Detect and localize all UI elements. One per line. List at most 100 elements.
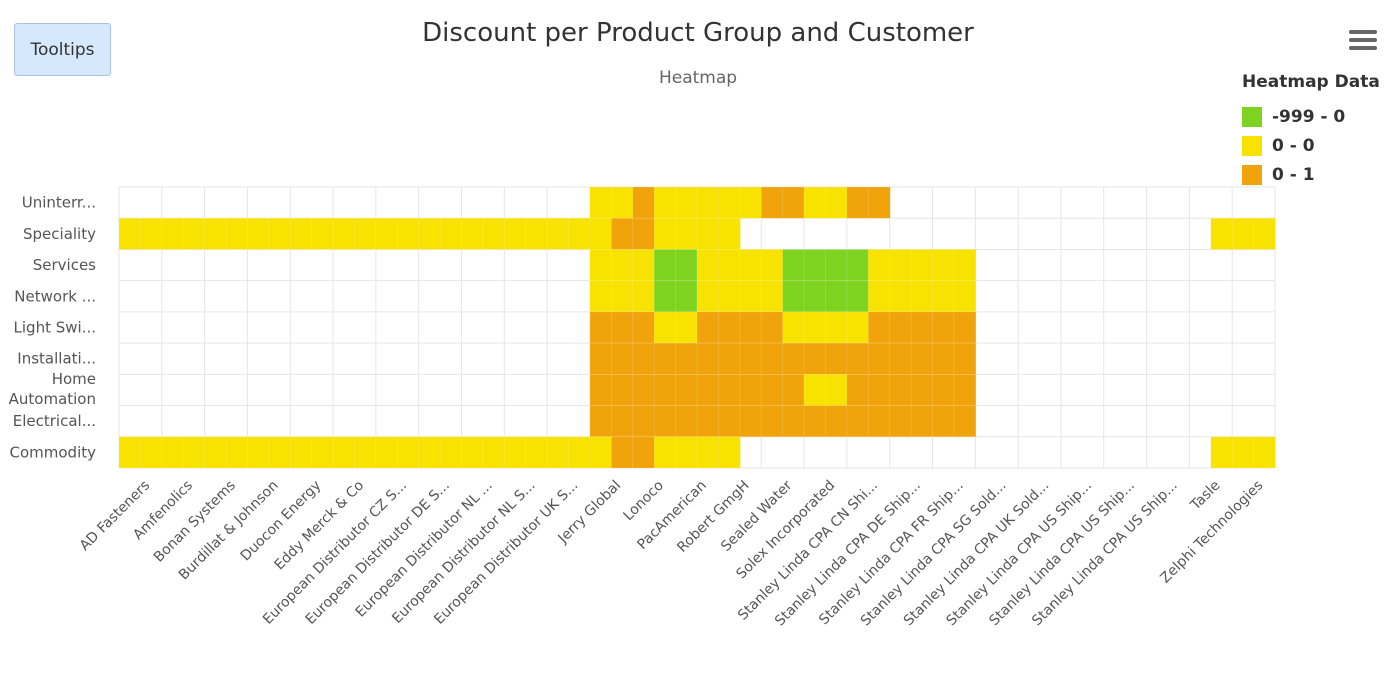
heatmap-cell[interactable] [932,405,955,438]
heatmap-cell[interactable] [632,374,656,406]
heatmap-cell[interactable] [311,217,334,250]
heatmap-cell[interactable] [889,249,912,281]
heatmap-cell[interactable] [546,217,570,250]
heatmap-cell[interactable] [140,217,163,250]
heatmap-cell[interactable] [739,249,763,281]
heatmap-cell[interactable] [632,249,656,281]
heatmap-cell[interactable] [653,280,677,313]
heatmap-cell[interactable] [803,186,827,219]
heatmap-cell[interactable] [589,249,613,281]
heatmap-cell[interactable] [696,436,720,469]
heatmap-cell[interactable] [375,436,399,469]
heatmap-cell[interactable] [825,311,848,344]
heatmap-cell[interactable] [611,374,634,406]
heatmap-cell[interactable] [889,342,912,375]
heatmap-cell[interactable] [611,342,634,375]
heatmap-cell[interactable] [825,374,848,406]
heatmap-cell[interactable] [846,342,870,375]
heatmap-cell[interactable] [867,249,891,281]
heatmap-cell[interactable] [953,311,977,344]
heatmap-cell[interactable] [204,436,227,469]
tooltips-button[interactable]: Tooltips [14,23,111,76]
heatmap-cell[interactable] [289,217,313,250]
heatmap-cell[interactable] [782,374,805,406]
heatmap-cell[interactable] [675,249,698,281]
heatmap-cell[interactable] [760,374,784,406]
heatmap-cell[interactable] [225,217,249,250]
heatmap-cell[interactable] [611,186,634,219]
heatmap-cell[interactable] [439,217,463,250]
heatmap-cell[interactable] [739,186,763,219]
heatmap-cell[interactable] [867,311,891,344]
heatmap-cell[interactable] [910,311,934,344]
heatmap-cell[interactable] [1231,217,1255,250]
heatmap-cell[interactable] [675,342,698,375]
heatmap-cell[interactable] [482,217,506,250]
heatmap-cell[interactable] [247,217,270,250]
heatmap-cell[interactable] [1210,436,1234,469]
heatmap-cell[interactable] [718,311,741,344]
heatmap-cell[interactable] [889,311,912,344]
heatmap-cell[interactable] [375,217,399,250]
heatmap-cell[interactable] [611,280,634,313]
heatmap-cell[interactable] [739,405,763,438]
heatmap-cell[interactable] [632,342,656,375]
heatmap-cell[interactable] [589,436,613,469]
heatmap-cell[interactable] [782,249,805,281]
heatmap-cell[interactable] [696,186,720,219]
heatmap-cell[interactable] [418,217,442,250]
heatmap-cell[interactable] [140,436,163,469]
heatmap-cell[interactable] [653,405,677,438]
legend-item[interactable]: 0 - 0 [1242,131,1382,160]
heatmap-cell[interactable] [803,342,827,375]
heatmap-cell[interactable] [846,280,870,313]
heatmap-cell[interactable] [546,436,570,469]
heatmap-cell[interactable] [696,374,720,406]
heatmap-cell[interactable] [803,405,827,438]
heatmap-cell[interactable] [675,217,698,250]
heatmap-cell[interactable] [589,217,613,250]
heatmap-cell[interactable] [760,405,784,438]
heatmap-cell[interactable] [846,186,870,219]
heatmap-cell[interactable] [161,217,185,250]
heatmap-cell[interactable] [760,249,784,281]
heatmap-cell[interactable] [632,186,656,219]
heatmap-cell[interactable] [760,311,784,344]
heatmap-cell[interactable] [611,311,634,344]
heatmap-cell[interactable] [718,374,741,406]
heatmap-cell[interactable] [910,342,934,375]
heatmap-cell[interactable] [611,405,634,438]
legend-item[interactable]: 0 - 1 [1242,160,1382,189]
heatmap-cell[interactable] [653,249,677,281]
heatmap-cell[interactable] [696,405,720,438]
heatmap-cell[interactable] [675,374,698,406]
heatmap-cell[interactable] [825,405,848,438]
heatmap-cell[interactable] [504,436,527,469]
heatmap-cell[interactable] [867,405,891,438]
heatmap-cell[interactable] [782,342,805,375]
heatmap-cell[interactable] [782,405,805,438]
heatmap-cell[interactable] [889,374,912,406]
heatmap-cell[interactable] [782,311,805,344]
heatmap-cell[interactable] [910,280,934,313]
heatmap-cell[interactable] [289,436,313,469]
heatmap-cell[interactable] [803,311,827,344]
heatmap-cell[interactable] [696,217,720,250]
heatmap-cell[interactable] [611,436,634,469]
heatmap-cell[interactable] [225,436,249,469]
heatmap-cell[interactable] [867,186,891,219]
heatmap-cell[interactable] [268,217,292,250]
heatmap-cell[interactable] [161,436,185,469]
heatmap-cell[interactable] [910,374,934,406]
heatmap-cell[interactable] [803,280,827,313]
heatmap-cell[interactable] [118,217,142,250]
heatmap-cell[interactable] [867,342,891,375]
heatmap-cell[interactable] [675,280,698,313]
heatmap-cell[interactable] [825,186,848,219]
heatmap-cell[interactable] [632,436,656,469]
heatmap-cell[interactable] [653,436,677,469]
heatmap-cell[interactable] [396,217,420,250]
heatmap-cell[interactable] [332,217,356,250]
heatmap-cell[interactable] [182,217,206,250]
heatmap-cell[interactable] [525,436,549,469]
